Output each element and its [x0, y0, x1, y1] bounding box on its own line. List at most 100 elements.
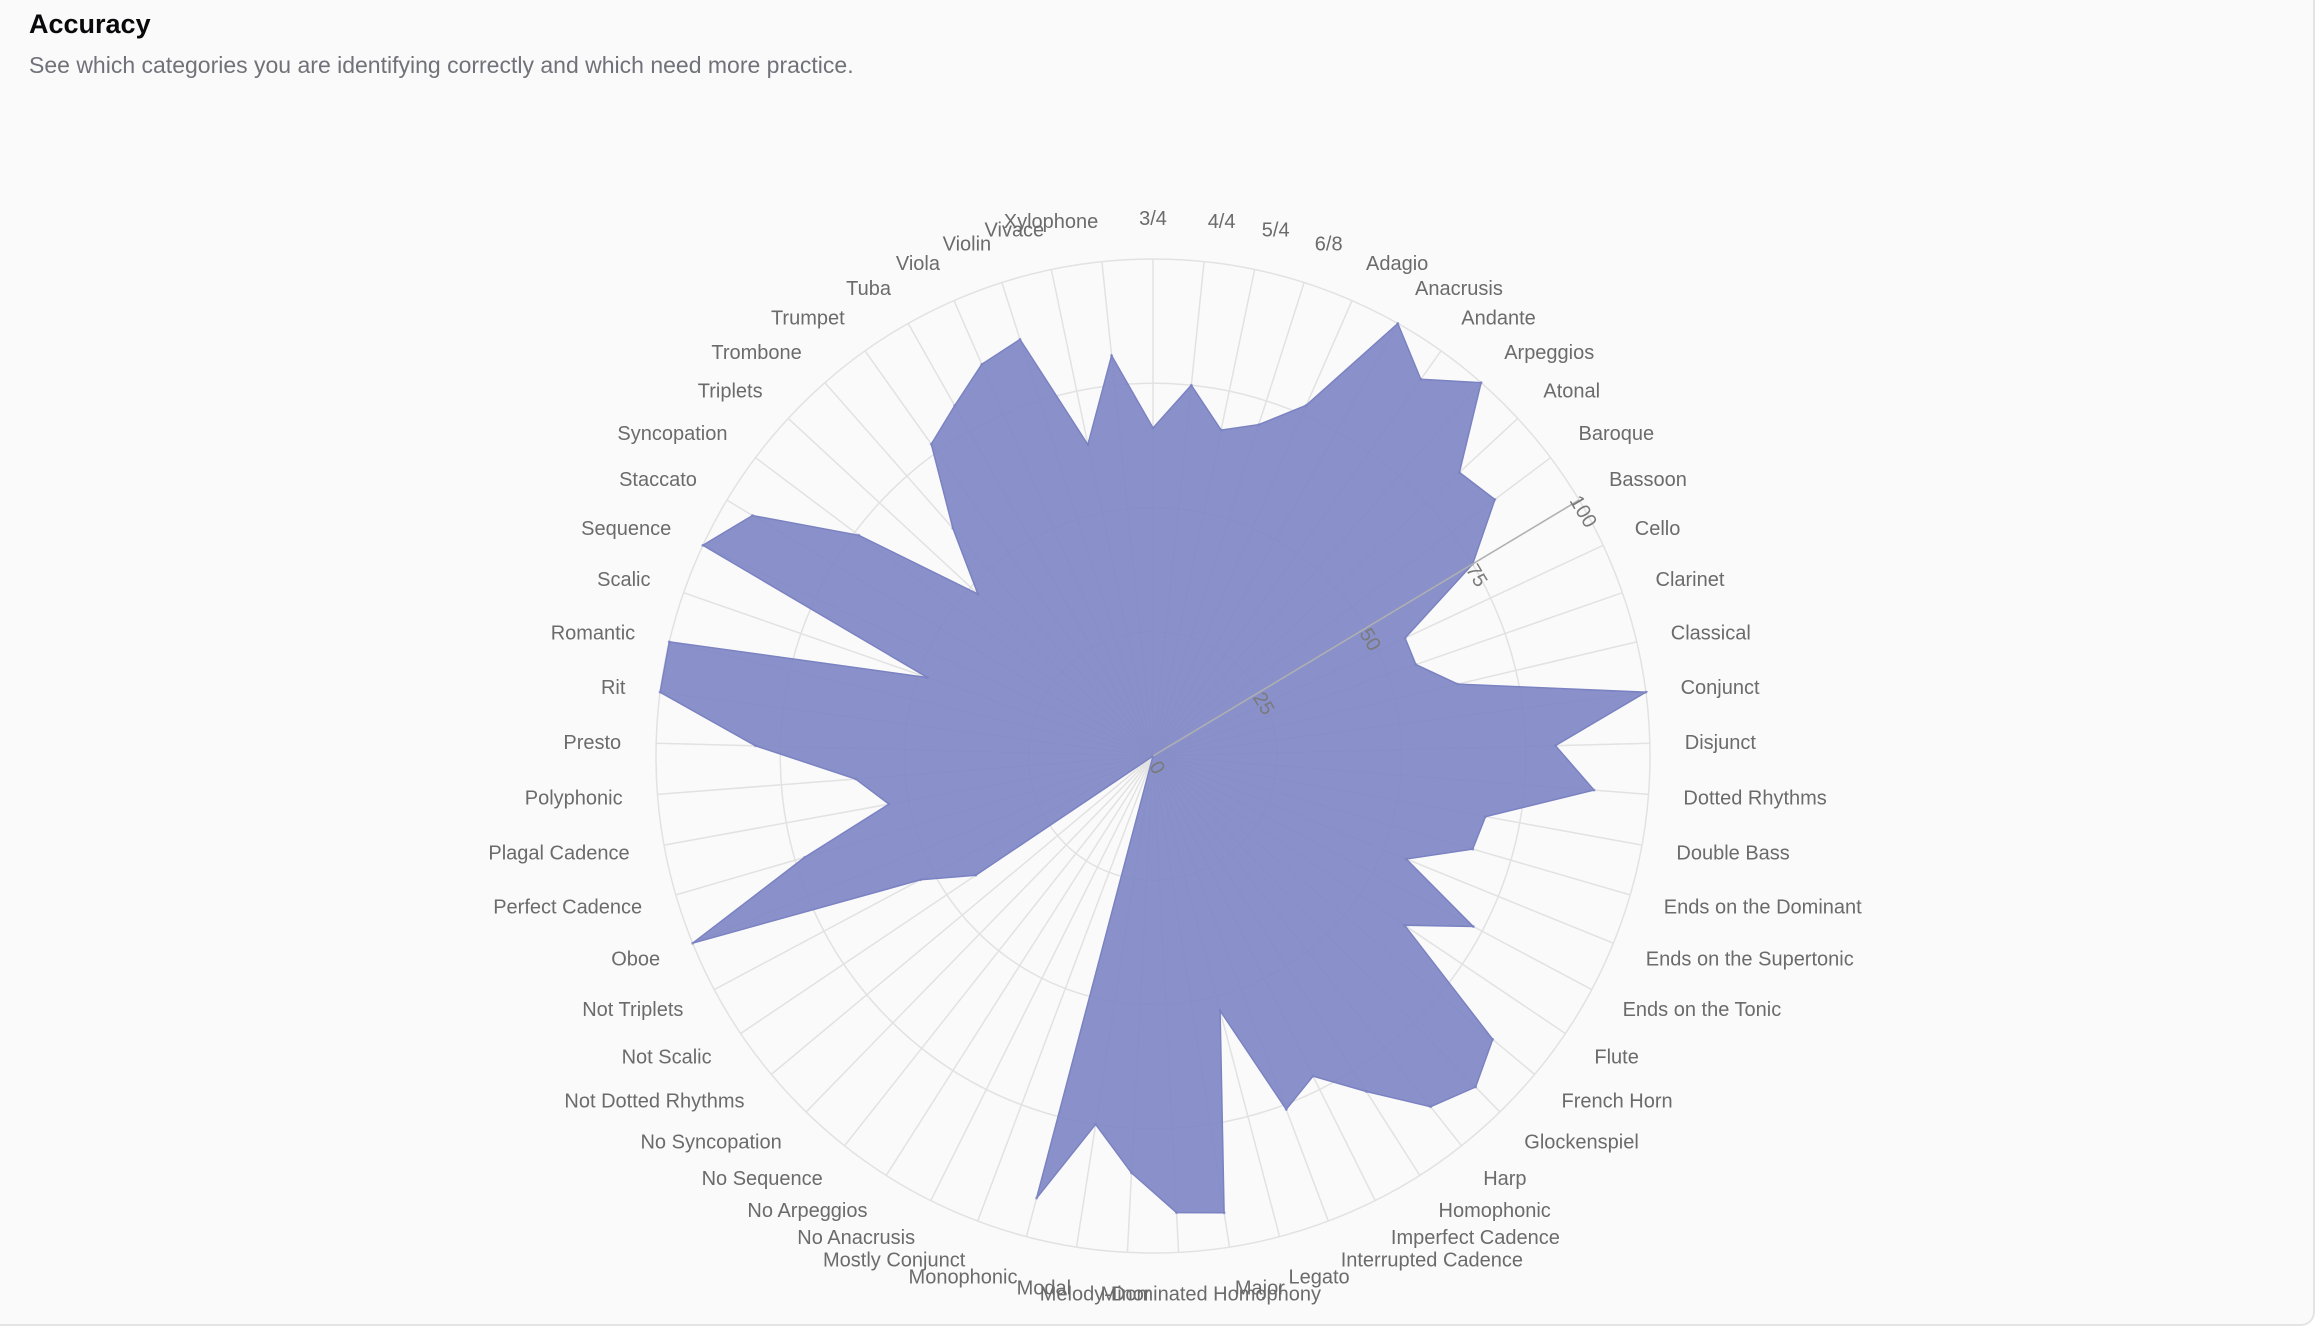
data-point — [1222, 1211, 1226, 1215]
category-label: Not Scalic — [622, 1046, 712, 1068]
category-label: 3/4 — [1139, 208, 1167, 230]
category-label: No Anacrusis — [797, 1227, 915, 1249]
data-point — [953, 404, 957, 408]
category-label: Ends on the Supertonic — [1646, 949, 1854, 971]
category-label: Violin — [943, 234, 992, 256]
category-label: Vivace — [985, 219, 1045, 241]
grid-spoke — [770, 755, 1154, 1075]
data-point — [658, 690, 662, 694]
category-label: Trombone — [711, 342, 801, 364]
category-label: Homophonic — [1439, 1200, 1551, 1222]
data-point — [1094, 1122, 1098, 1126]
data-point — [1457, 470, 1461, 474]
data-point — [1479, 381, 1483, 385]
data-point — [1175, 1211, 1179, 1215]
data-point — [1644, 690, 1648, 694]
category-label: Legato — [1289, 1266, 1350, 1288]
category-label: Romantic — [551, 622, 635, 644]
data-point — [926, 676, 930, 680]
category-label: Plagal Cadence — [488, 843, 629, 865]
category-label: Syncopation — [617, 423, 727, 445]
category-label: Ends on the Dominant — [1664, 896, 1862, 918]
data-point — [974, 873, 978, 877]
category-label: Perfect Cadence — [493, 896, 642, 918]
data-point — [701, 543, 705, 547]
data-point — [1592, 788, 1596, 792]
category-label: Anacrusis — [1415, 278, 1503, 300]
data-point — [1403, 923, 1407, 927]
data-point — [1284, 1107, 1288, 1111]
category-label: Polyphonic — [525, 788, 623, 810]
data-point — [691, 941, 695, 945]
radius-axis — [1152, 499, 1580, 757]
category-label: Glockenspiel — [1524, 1131, 1639, 1153]
data-point — [1257, 423, 1261, 427]
data-point — [1130, 1171, 1134, 1175]
category-label: Minor — [1101, 1283, 1151, 1305]
grid-spoke — [976, 755, 1154, 1222]
data-point — [1151, 426, 1155, 430]
data-point — [803, 855, 807, 859]
category-label: Double Bass — [1676, 843, 1789, 865]
category-label: Arpeggios — [1504, 342, 1594, 364]
data-point — [1456, 682, 1460, 686]
data-point — [1491, 1037, 1495, 1041]
category-label: French Horn — [1562, 1091, 1673, 1113]
grid-spoke — [843, 755, 1154, 1147]
data-point — [1304, 403, 1308, 407]
category-label: Ends on the Tonic — [1623, 999, 1782, 1021]
card-subtitle: See which categories you are identifying… — [29, 52, 854, 78]
category-label: Flute — [1594, 1046, 1638, 1068]
data-point — [1189, 383, 1193, 387]
category-label: Melody-Dominated Homophony — [1040, 1283, 1321, 1305]
category-label: 6/8 — [1315, 234, 1343, 256]
data-point — [1471, 925, 1475, 929]
data-point — [929, 442, 933, 446]
card-title: Accuracy — [29, 9, 151, 39]
data-point — [1035, 1196, 1039, 1200]
category-label: No Arpeggios — [747, 1200, 867, 1222]
category-label: Conjunct — [1681, 677, 1760, 699]
category-label: Disjunct — [1685, 732, 1757, 754]
data-point — [1419, 377, 1423, 381]
category-label: Not Dotted Rhythms — [564, 1091, 744, 1113]
data-point — [1396, 321, 1400, 325]
data-point — [1311, 1074, 1315, 1078]
data-point — [750, 513, 754, 517]
data-point — [1553, 744, 1557, 748]
category-label: Imperfect Cadence — [1391, 1227, 1560, 1249]
data-point — [754, 744, 758, 748]
grid-spoke — [930, 755, 1154, 1201]
data-point — [1218, 1009, 1222, 1013]
category-label: Tuba — [846, 278, 892, 300]
data-point — [667, 640, 671, 644]
data-point — [857, 533, 861, 537]
category-label: Major — [1235, 1278, 1285, 1300]
data-point — [1474, 1085, 1478, 1089]
category-label: Not Triplets — [582, 999, 683, 1021]
data-point — [1429, 1105, 1433, 1109]
data-point — [951, 526, 955, 530]
category-label: Modal — [1017, 1278, 1071, 1300]
category-label: Andante — [1461, 308, 1536, 330]
category-label: Classical — [1671, 622, 1751, 644]
radius-tick-label: 100 — [1565, 492, 1601, 532]
data-point — [1018, 337, 1022, 341]
data-point — [1219, 428, 1223, 432]
data-point — [976, 592, 980, 596]
data-point — [1471, 847, 1475, 851]
category-label: Clarinet — [1656, 569, 1725, 591]
data-point — [1403, 636, 1407, 640]
category-label: 4/4 — [1208, 211, 1236, 233]
data-point — [918, 878, 922, 882]
data-point — [1483, 815, 1487, 819]
category-label: Adagio — [1366, 253, 1428, 275]
category-label: Harp — [1483, 1168, 1526, 1190]
data-point — [980, 362, 984, 366]
category-label: Trumpet — [771, 308, 845, 330]
category-label: No Sequence — [702, 1168, 823, 1190]
data-point — [1493, 497, 1497, 501]
data-point — [1086, 443, 1090, 447]
